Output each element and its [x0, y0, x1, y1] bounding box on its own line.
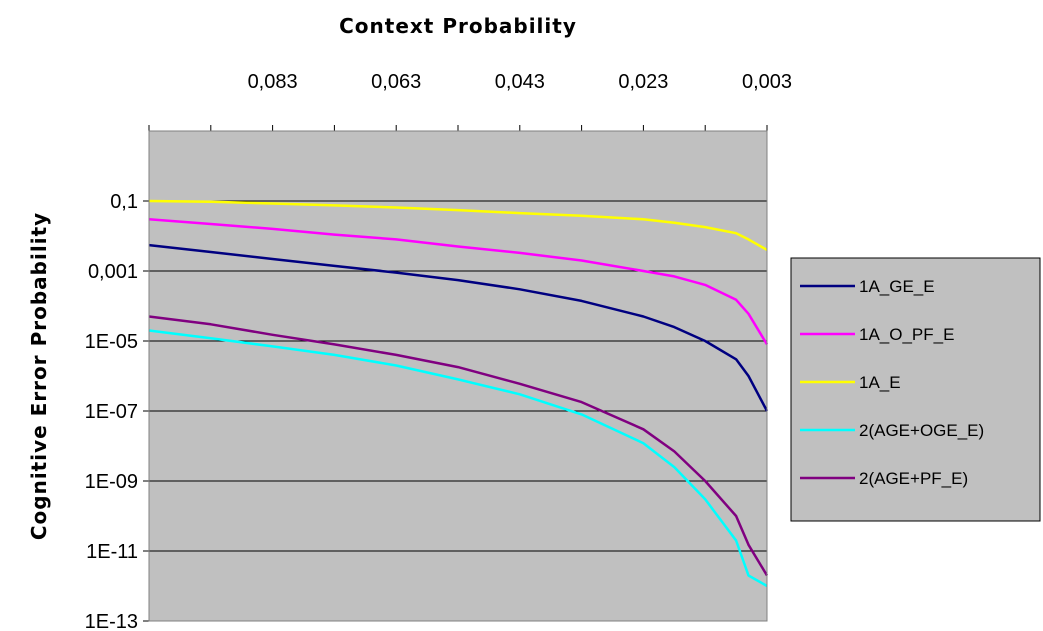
x-tick-label: 0,083: [248, 71, 298, 93]
series-line-1a-o-pf-e: [148, 218, 769, 346]
plot-area: [149, 131, 767, 621]
legend-label: 2(AGE+PF_E): [859, 469, 968, 488]
x-axis-ticks: 0,083 0,063 0,043 0,023 0,003: [148, 71, 792, 132]
gridlines: [149, 200, 767, 552]
plot-frame: [148, 130, 768, 622]
legend: 1A_GE_E 1A_O_PF_E 1A_E 2(AGE+OGE_E) 2(AGE+PF…: [790, 257, 1041, 522]
legend-label: 1A_O_PF_E: [859, 325, 954, 344]
y-tick-label: 0,1: [110, 191, 138, 213]
y-axis-title: Cognitive Error Probability: [27, 212, 51, 540]
x-tick-label: 0,043: [495, 71, 545, 93]
series-line-2-age-oge-e: [148, 329, 768, 588]
x-axis-title: Context Probability: [339, 14, 577, 38]
x-tick-label: 0,003: [742, 71, 792, 93]
series-lines: [148, 199, 769, 588]
series-line-1a-e: [148, 199, 768, 251]
y-axis-ticks: 0,1 0,001 1E-05 1E-07 1E-09 1E-11 1E-13: [85, 131, 150, 631]
legend-label: 1A_GE_E: [859, 277, 935, 296]
legend-label: 1A_E: [859, 373, 901, 392]
x-tick-label: 0,063: [371, 71, 421, 93]
y-tick-label: 0,001: [88, 261, 138, 283]
legend-label: 2(AGE+OGE_E): [859, 421, 984, 440]
y-tick-label: 1E-05: [85, 331, 138, 353]
y-tick-label: 1E-13: [85, 611, 138, 631]
series-line-1a-ge-e: [148, 243, 769, 412]
y-tick-label: 1E-07: [85, 401, 138, 423]
x-tick-label: 0,023: [618, 71, 668, 93]
y-tick-label: 1E-09: [85, 471, 138, 493]
y-tick-label: 1E-11: [86, 541, 138, 563]
series-line-2-age-pf-e: [148, 315, 769, 577]
